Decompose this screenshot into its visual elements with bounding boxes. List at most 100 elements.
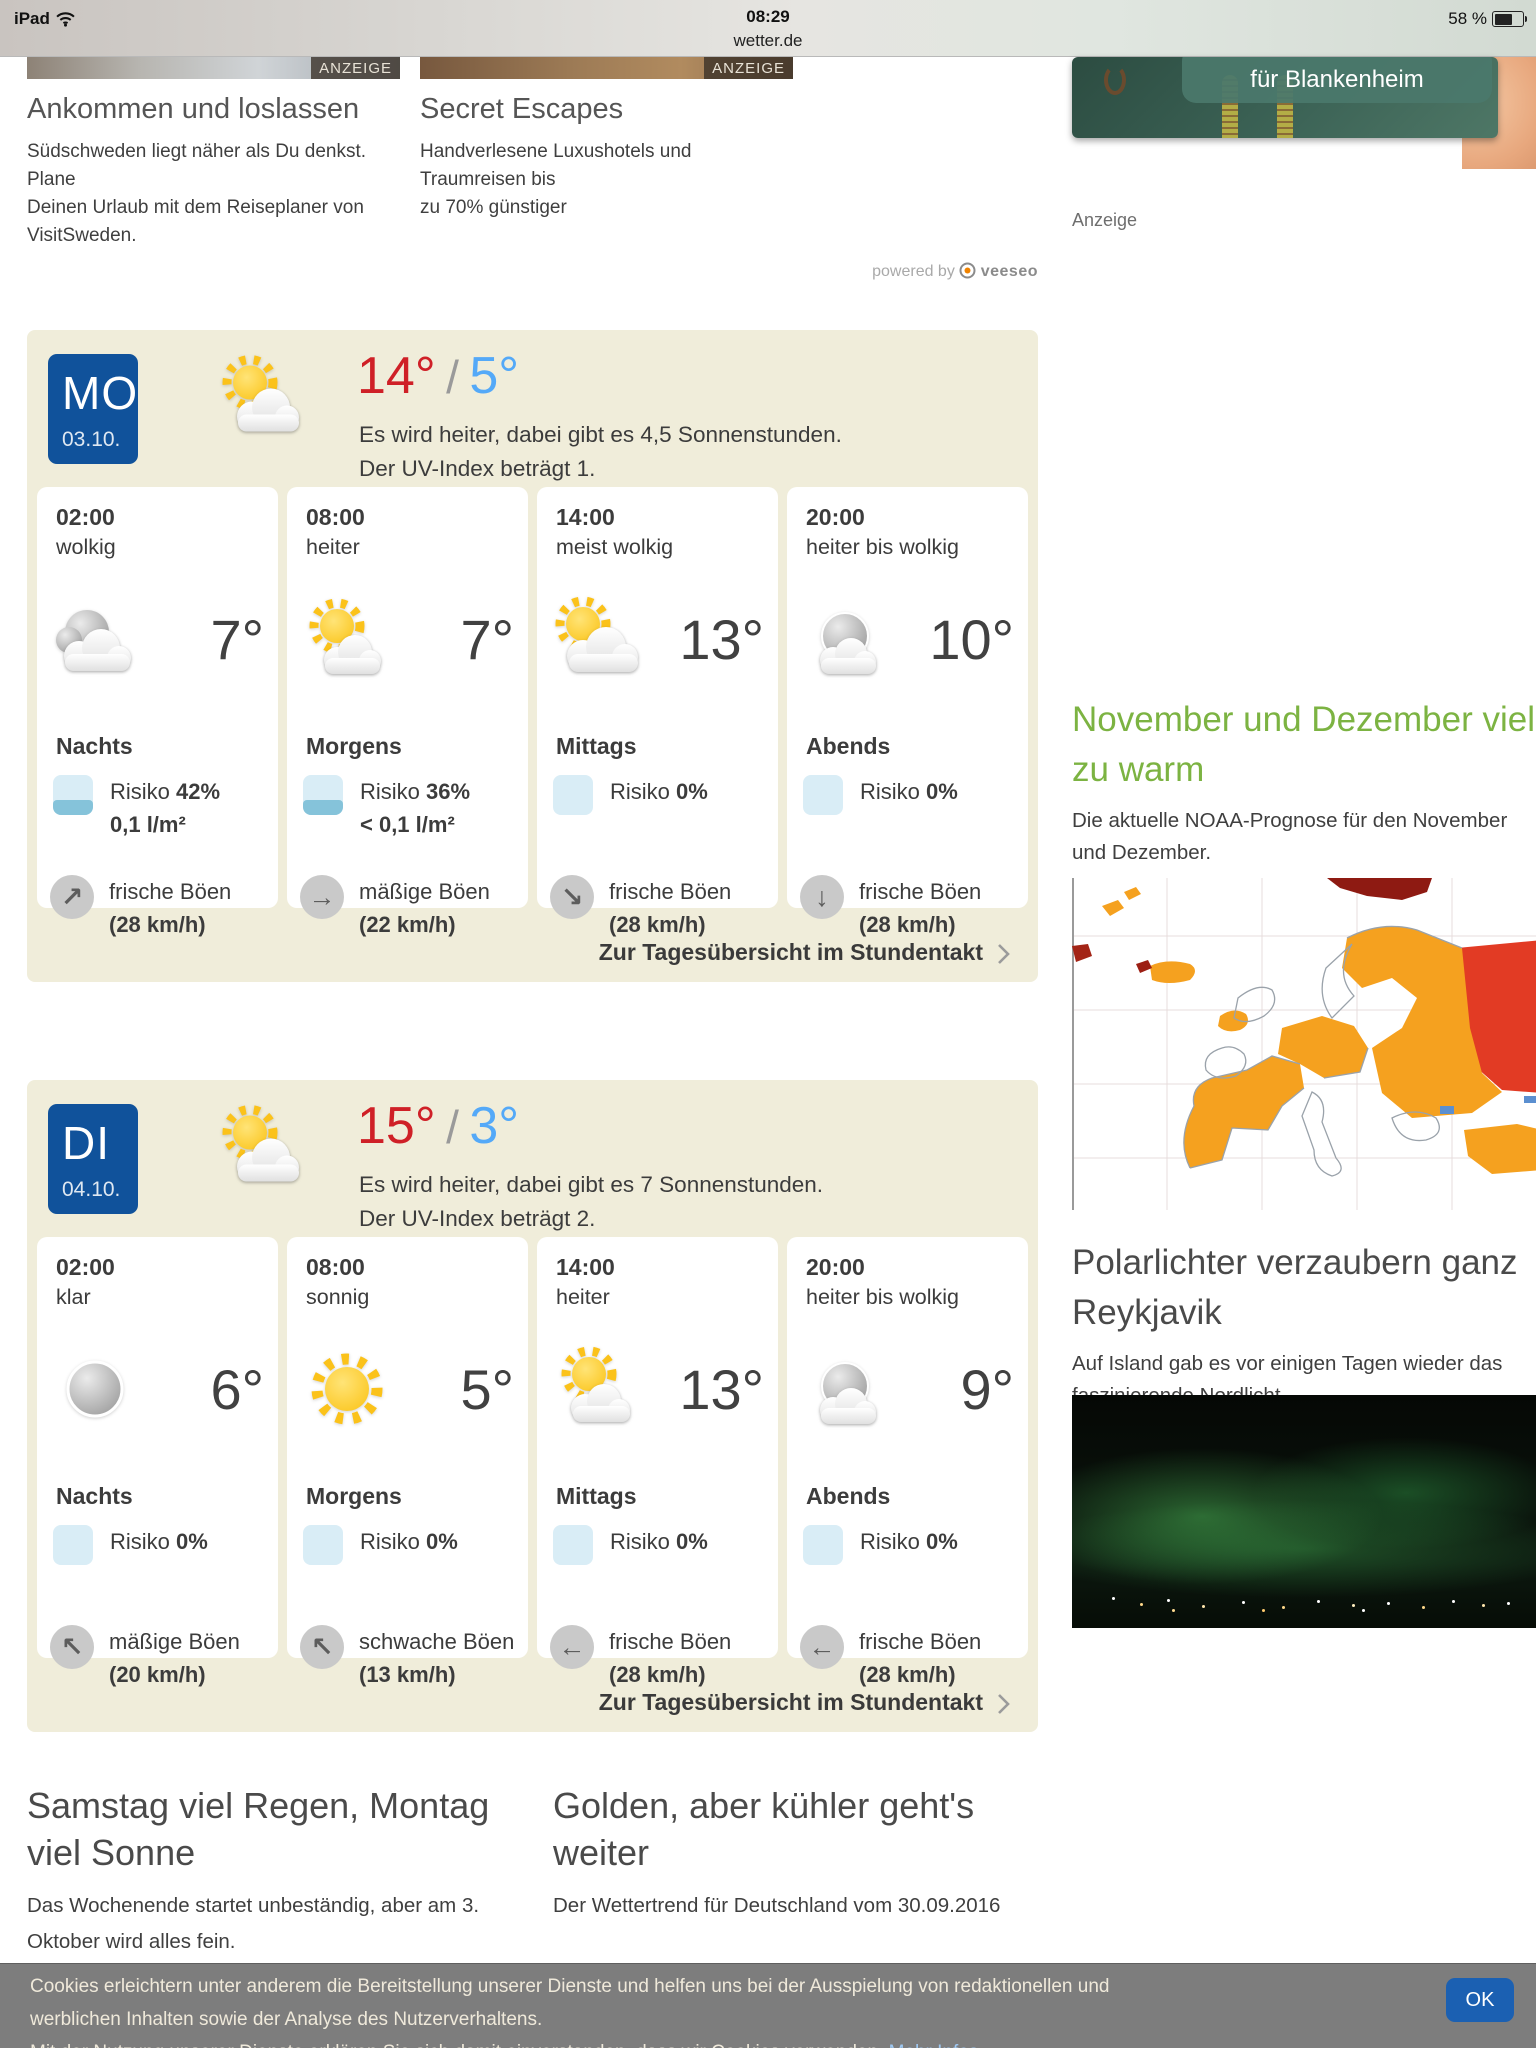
hour-condition: heiter bis wolkig (806, 535, 959, 559)
rain-risk-icon (53, 775, 93, 815)
day-overview-link[interactable]: Zur Tagesübersicht im Stundentakt (599, 1689, 1010, 1716)
hour-temp: 9° (960, 1357, 1014, 1421)
moon-icon (66, 1360, 124, 1418)
article-title[interactable]: Polarlichter verzaubern ganz Reykjavik (1072, 1243, 1518, 1332)
hour-time: 08:00 (306, 1254, 365, 1280)
hour-time: 02:00 (56, 1254, 115, 1280)
ad-badge: ANZEIGE (704, 57, 793, 79)
period-label: Mittags (556, 1483, 637, 1509)
article-noaa-forecast[interactable]: November und Dezember viel zu warm Die a… (1072, 695, 1536, 869)
europe-temperature-map-image[interactable] (1072, 878, 1536, 1210)
hour-temp: 7° (210, 607, 264, 671)
clock: 08:29 (746, 7, 790, 26)
wind-text: frische Böen (28 km/h) (859, 1629, 982, 1687)
rain-risk-icon (303, 1525, 343, 1565)
teaser-body: Südschweden liegt näher als Du denkst. P… (27, 141, 367, 246)
max-temp: 14° (357, 347, 436, 405)
moon-cloud-icon (820, 612, 876, 674)
teaser-image: ANZEIGE (420, 57, 793, 79)
rain-risk-icon (553, 775, 593, 815)
cookie-text: Cookies erleichtern unter anderem die Be… (30, 1970, 1420, 2048)
branch-decoration (1104, 65, 1126, 95)
hour-card-0800: 08:00 sonnig 5° Morgens Risiko 0% (287, 1237, 528, 1687)
period-label: Mittags (556, 733, 637, 759)
hour-card-1400: 14:00 meist wolkig 13° Mittags (537, 487, 778, 937)
wind-direction-icon: ↖ (50, 1625, 94, 1669)
sun-cloud-icon (222, 355, 299, 432)
ad-teaser-visitsweden[interactable]: ANZEIGE Ankommen und loslassen Südschwed… (27, 57, 400, 250)
hour-time: 20:00 (806, 504, 865, 530)
more-info-link[interactable]: Mehr Infos (889, 2042, 979, 2048)
hour-condition: klar (56, 1285, 91, 1309)
article-title[interactable]: Samstag viel Regen, Montag viel Sonne (27, 1785, 490, 1873)
day-badge: MO 03.10. (48, 354, 138, 464)
wind-direction-icon: ↗ (50, 875, 94, 919)
max-temp: 15° (357, 1097, 436, 1155)
period-label: Morgens (306, 1483, 402, 1509)
wind-text: mäßige Böen (20 km/h) (109, 1629, 240, 1687)
teaser-image: ANZEIGE (27, 57, 400, 79)
aurora-photo[interactable] (1072, 1395, 1536, 1628)
article-aurora[interactable]: Polarlichter verzaubern ganz Reykjavik A… (1072, 1238, 1536, 1412)
blankenheim-button[interactable]: für Blankenheim (1182, 57, 1492, 103)
rain-risk-text: Risiko 0% (860, 779, 958, 804)
article-body: Das Wochenende startet unbeständig, aber… (27, 1894, 480, 1953)
rain-risk-icon (53, 1525, 93, 1565)
article-weekend-weather[interactable]: Samstag viel Regen, Montag viel Sonne Da… (27, 1782, 527, 1960)
day-temps: 15° / 3° (357, 1097, 520, 1155)
day-overview-link[interactable]: Zur Tagesübersicht im Stundentakt (599, 939, 1010, 966)
hour-temp: 13° (679, 607, 764, 671)
hour-card-1400: 14:00 heiter 13° Mittags (537, 1237, 778, 1687)
period-label: Abends (806, 733, 891, 759)
article-body: Der Wettertrend für Deutschland vom 30.0… (553, 1894, 1001, 1917)
wind-text: frische Böen (28 km/h) (609, 1629, 732, 1687)
battery-percent: 58 % (1448, 9, 1487, 28)
wind-text: schwache Böen (13 km/h) (359, 1629, 515, 1687)
sun-cloud-icon (222, 1105, 299, 1182)
forecast-card-monday: MO 03.10. 14° / 5° Es wird heiter, dabei… (27, 330, 1038, 982)
device-label: iPad (14, 9, 50, 28)
ad-teaser-secret-escapes[interactable]: ANZEIGE Secret Escapes Handverlesene Lux… (420, 57, 793, 222)
rain-risk-text: Risiko 0% (110, 1529, 208, 1554)
clouds-icon (56, 610, 131, 671)
hour-time: 02:00 (56, 504, 115, 530)
article-weather-trend[interactable]: Golden, aber kühler geht's weiter Der We… (553, 1782, 1053, 1924)
min-temp: 5° (469, 347, 520, 405)
hour-time: 08:00 (306, 504, 365, 530)
hour-temp: 10° (929, 607, 1014, 671)
sun-icon (311, 1353, 383, 1425)
sun-cloud-icon (555, 596, 638, 672)
article-title[interactable]: November und Dezember viel zu warm (1072, 700, 1535, 789)
ad-badge: ANZEIGE (311, 57, 400, 79)
wind-text: frische Böen (28 km/h) (859, 879, 982, 937)
hour-time: 20:00 (806, 1254, 865, 1280)
hour-time: 14:00 (556, 1254, 615, 1280)
rain-risk-text: Risiko 42% 0,1 l/m² (110, 779, 221, 837)
wind-text: frische Böen (28 km/h) (109, 879, 232, 937)
cookie-ok-button[interactable]: OK (1446, 1978, 1514, 2022)
hour-card-2000: 20:00 heiter bis wolkig 9° Abends (787, 1237, 1028, 1687)
ad-label: Anzeige (1072, 210, 1138, 230)
wind-direction-icon: ↓ (800, 875, 844, 919)
teaser-title[interactable]: Secret Escapes (420, 93, 624, 125)
rain-risk-icon (303, 775, 343, 815)
rain-risk-text: Risiko 0% (610, 1529, 708, 1554)
wind-direction-icon: ← (800, 1625, 844, 1669)
period-label: Abends (806, 1483, 891, 1509)
article-body: Die aktuelle NOAA-Prognose für den Novem… (1072, 809, 1508, 864)
period-label: Morgens (306, 733, 402, 759)
ad-image-blankenheim[interactable]: für Blankenheim (1072, 57, 1498, 138)
day-summary: Es wird heiter, dabei gibt es 4,5 Sonnen… (359, 422, 842, 481)
wind-direction-icon: ↖ (300, 1625, 344, 1669)
day-date: 03.10. (62, 428, 121, 451)
wind-direction-icon: ← (550, 1625, 594, 1669)
hour-card-2000: 20:00 heiter bis wolkig 10° Abends (787, 487, 1028, 937)
wifi-icon (56, 11, 75, 27)
url-bar[interactable]: wetter.de (733, 31, 803, 50)
rain-risk-text: Risiko 0% (360, 1529, 458, 1554)
article-title[interactable]: Golden, aber kühler geht's weiter (553, 1785, 975, 1873)
day-temps: 14° / 5° (357, 347, 520, 405)
teaser-title[interactable]: Ankommen und loslassen (27, 93, 360, 125)
forecast-card-tuesday: DI 04.10. 15° / 3° Es wird heiter, dabei… (27, 1080, 1038, 1732)
hour-condition: wolkig (56, 535, 116, 559)
